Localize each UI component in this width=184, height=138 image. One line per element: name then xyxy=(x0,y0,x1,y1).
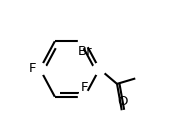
Text: Br: Br xyxy=(77,45,92,58)
Circle shape xyxy=(34,63,46,75)
Text: F: F xyxy=(81,81,88,94)
Circle shape xyxy=(79,35,91,47)
Circle shape xyxy=(93,63,105,75)
Circle shape xyxy=(79,91,91,103)
Text: O: O xyxy=(118,95,128,108)
Text: F: F xyxy=(29,63,37,75)
